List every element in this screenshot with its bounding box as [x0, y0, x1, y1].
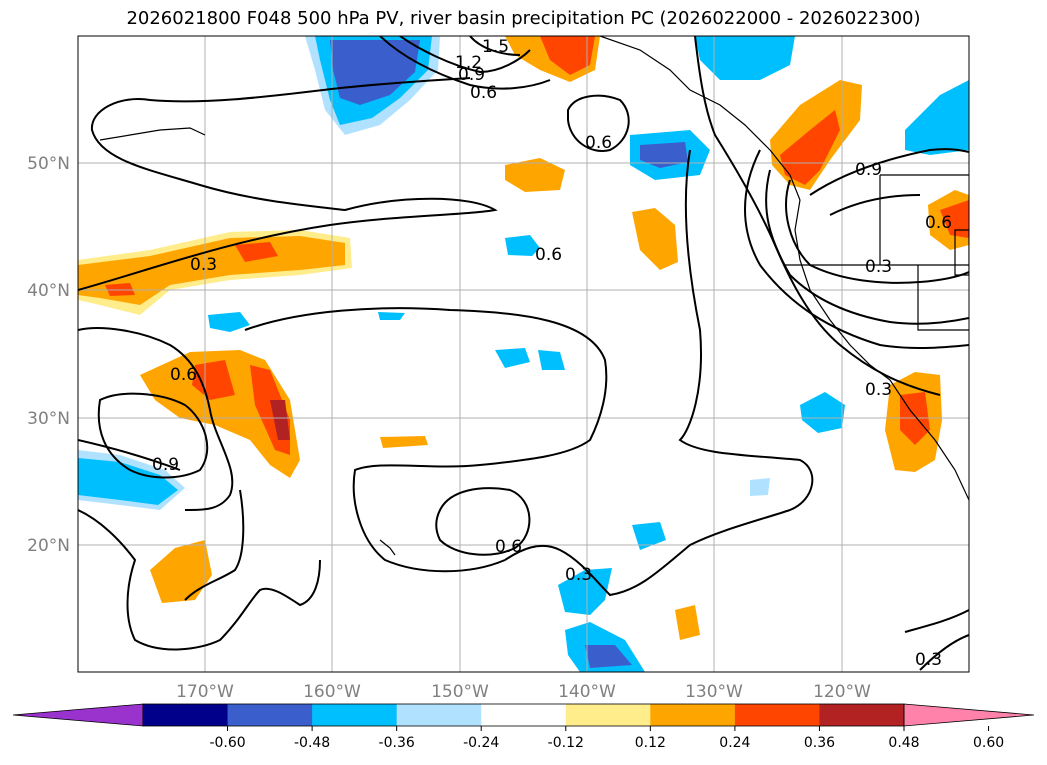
lon-label: 120°W [813, 682, 871, 702]
colorbar-tick-label: 0.12 [635, 735, 666, 751]
colorbar-bin [565, 704, 651, 726]
contour-nw [744, 149, 969, 350]
contour-label: 0.9 [458, 65, 485, 85]
graticule [78, 36, 969, 672]
lat-label: 20°N [27, 536, 70, 556]
colorbar: -0.60 -0.48 -0.36 -0.24 -0.12 0.12 0.24 0.36 0.4… [12, 703, 1035, 751]
colorbar-tick-label: 0.36 [804, 735, 835, 751]
contour-label: 0.3 [865, 380, 892, 400]
contour-label: 0.3 [915, 650, 942, 670]
contour-label: 1.5 [482, 37, 509, 57]
lat-label: 30°N [27, 409, 70, 429]
contour-label: 0.6 [585, 133, 612, 153]
contour-label: 0.6 [470, 83, 497, 103]
colorbar-bin [312, 704, 398, 726]
colorbar-tick-label: -0.60 [209, 735, 245, 751]
contour-west-north [78, 77, 498, 291]
colorbar-tick-label: -0.36 [379, 735, 415, 751]
colorbar-bin [396, 704, 482, 726]
contour-label: 1.2 [455, 53, 482, 73]
neg-area-ne [695, 36, 795, 80]
colorbar-bin [650, 704, 736, 726]
colorbar-tick-label: -0.12 [548, 735, 584, 751]
colorbar-tick-label: 0.24 [719, 735, 750, 751]
contour-label: 0.6 [495, 537, 522, 557]
colorbar-bin [143, 704, 229, 726]
colorbar-tick-label: -0.24 [463, 735, 499, 751]
colorbar-tick-label: 0.60 [973, 735, 1004, 751]
colorbar-tick-label: -0.48 [294, 735, 330, 751]
contour-sw-loop [78, 327, 234, 511]
lon-label: 140°W [558, 682, 616, 702]
colorbar-extend-max [903, 703, 1035, 727]
contour-east-big [504, 149, 814, 597]
precip-shading [78, 36, 969, 672]
coastlines [99, 36, 969, 556]
colorbar-bin [819, 704, 905, 726]
contour-label: 0.9 [855, 160, 882, 180]
contour-label: 0.6 [170, 365, 197, 385]
contour-label: 0.6 [925, 213, 952, 233]
lon-label: 160°W [303, 682, 361, 702]
colorbar-outline [142, 703, 905, 727]
colorbar-bin [481, 704, 567, 726]
contour-central [244, 307, 608, 573]
contour-0.6-north [567, 94, 630, 152]
lon-label: 170°W [176, 682, 234, 702]
lon-label: 130°W [685, 682, 743, 702]
contour-label: 0.9 [152, 455, 179, 475]
pv-contours [78, 36, 969, 671]
contour-label: 0.6 [535, 245, 562, 265]
lat-label: 50°N [27, 154, 70, 174]
contour-loop-south [435, 487, 531, 556]
contour-labels: 1.5 1.2 0.9 0.6 0.6 0.6 0.3 0.6 0.9 0.6 … [152, 37, 952, 670]
lat-label: 40°N [27, 281, 70, 301]
lat-labels: 50°N 40°N 30°N 20°N [27, 154, 70, 556]
colorbar-extend-min [12, 703, 144, 727]
contour-label: 0.3 [565, 565, 592, 585]
lon-label: 150°W [431, 682, 489, 702]
contour-label: 0.3 [190, 255, 217, 275]
contour-label: 0.3 [865, 257, 892, 277]
colorbar-bin [734, 704, 820, 726]
map-title: 2026021800 F048 500 hPa PV, river basin … [126, 8, 921, 29]
colorbar-tick-label: 0.48 [888, 735, 919, 751]
plot-frame [77, 35, 970, 673]
colorbar-bin [227, 704, 313, 726]
lon-labels: 170°W 160°W 150°W 140°W 130°W 120°W [176, 682, 871, 702]
